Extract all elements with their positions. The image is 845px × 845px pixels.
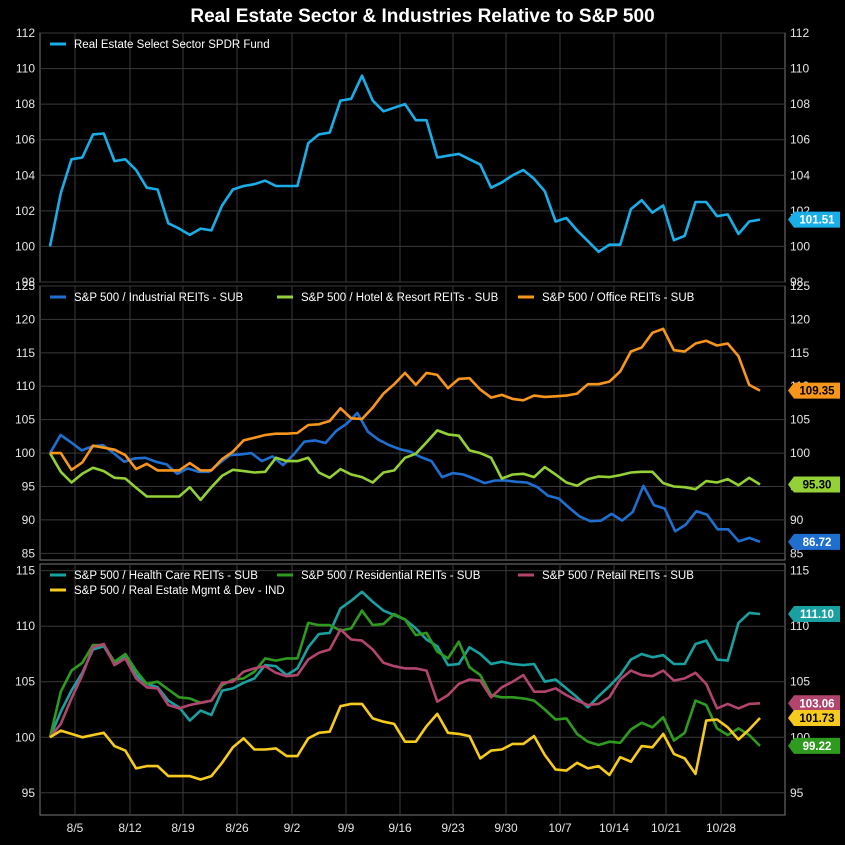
y-tick-label-right: 120 [790,312,810,326]
legend-entry: S&P 500 / Hotel & Resort REITs - SUB [301,292,499,304]
y-tick-label-right: 106 [790,133,810,147]
legend-entry: S&P 500 / Office REITs - SUB [542,292,695,304]
series-line-real-estate-select-sector-spdr-fund [48,74,761,254]
y-tick-label-right: 115 [790,346,809,360]
y-tick-label-left: 105 [15,675,35,689]
y-tick-label-right: 125 [790,279,810,293]
series-line-s-p-500-real-estate-mgmt-dev-ind [49,702,761,781]
y-tick-label-left: 115 [16,346,35,360]
x-tick-label: 9/30 [494,821,518,835]
y-tick-label-right: 110 [790,62,809,76]
y-tick-label-left: 110 [16,62,35,76]
y-tick-label-right: 105 [790,413,810,427]
y-tick-label-left: 100 [15,446,35,460]
y-tick-label-left: 106 [15,133,35,147]
y-tick-label-left: 90 [22,513,36,527]
y-tick-label-left: 95 [22,479,36,493]
y-tick-label-right: 100 [790,239,810,253]
last-value-label: 103.06 [799,698,834,710]
panel-2: 8585909095951001001051051101101151151201… [15,279,840,561]
last-value-badge [788,737,840,754]
x-tick-label: 9/23 [441,821,465,835]
y-tick-label-left: 125 [15,279,35,293]
y-tick-label-left: 100 [15,730,35,744]
y-tick-label-left: 104 [15,168,35,182]
series-line-s-p-500-retail-reits-sub [48,628,761,739]
y-tick-label-right: 108 [790,97,810,111]
y-tick-label-right: 95 [790,786,804,800]
y-tick-label-left: 115 [16,564,35,578]
y-tick-label-left: 120 [15,312,35,326]
legend-entry: S&P 500 / Real Estate Mgmt & Dev - IND [74,585,285,597]
y-tick-label-left: 95 [22,786,36,800]
y-tick-label-left: 102 [15,204,35,218]
y-tick-label-right: 112 [790,26,809,40]
x-tick-label: 10/28 [706,821,736,835]
panel-frame [39,285,786,561]
y-tick-label-left: 98 [22,275,36,289]
last-value-label: 101.51 [799,215,835,227]
last-value-badge [788,533,840,550]
x-tick-label: 8/19 [171,821,195,835]
y-tick-label-left: 85 [22,546,36,560]
y-tick-label-right: 105 [790,675,810,689]
x-tick-label: 8/26 [225,821,249,835]
y-tick-label-left: 110 [16,379,35,393]
last-value-badge [788,211,840,228]
legend-entry: Real Estate Select Sector SPDR Fund [74,39,270,51]
last-value-badge [788,710,840,727]
last-value-label: 95.30 [803,479,832,491]
y-tick-label-left: 105 [15,413,35,427]
x-tick-label: 8/5 [67,821,84,835]
x-tick-label: 10/7 [548,821,572,835]
x-tick-label: 9/2 [284,821,301,835]
y-tick-label-right: 100 [790,446,810,460]
legend-entry: S&P 500 / Health Care REITs - SUB [74,570,258,582]
y-tick-label-left: 112 [16,26,35,40]
x-tick-label: 10/21 [651,821,681,835]
panel-frame [39,563,786,816]
y-tick-label-left: 100 [15,239,35,253]
y-tick-label-right: 104 [790,168,810,182]
last-value-label: 109.35 [799,386,835,398]
legend-entry: S&P 500 / Residential REITs - SUB [301,570,481,582]
series-line-s-p-500-residential-reits-sub [48,609,761,747]
y-tick-label-right: 98 [790,275,804,289]
chart-title: Real Estate Sector & Industries Relative… [190,6,655,27]
last-value-badge [788,605,840,622]
last-value-badge [788,476,840,493]
series-line-s-p-500-hotel-resort-reits-sub [48,429,761,502]
series-line-s-p-500-industrial-reits-sub [48,411,761,544]
last-value-label: 99.22 [803,741,832,753]
y-tick-label-left: 108 [15,97,35,111]
panel-frame [39,32,786,283]
y-tick-label-right: 115 [790,564,809,578]
last-value-label: 111.10 [800,609,834,621]
x-tick-label: 10/14 [599,821,629,835]
x-tick-label: 8/12 [118,821,142,835]
series-line-s-p-500-office-reits-sub [50,327,761,472]
x-tick-label: 9/9 [338,821,355,835]
y-tick-label-left: 110 [16,619,35,633]
legend-entry: S&P 500 / Retail REITs - SUB [542,570,694,582]
last-value-label: 101.73 [799,713,834,725]
last-value-badge [788,382,840,399]
last-value-badge [788,695,840,712]
y-tick-label-right: 110 [790,619,809,633]
y-tick-label-right: 90 [790,513,804,527]
last-value-label: 86.72 [803,537,832,549]
legend-entry: S&P 500 / Industrial REITs - SUB [74,292,243,304]
x-tick-label: 9/16 [388,821,412,835]
